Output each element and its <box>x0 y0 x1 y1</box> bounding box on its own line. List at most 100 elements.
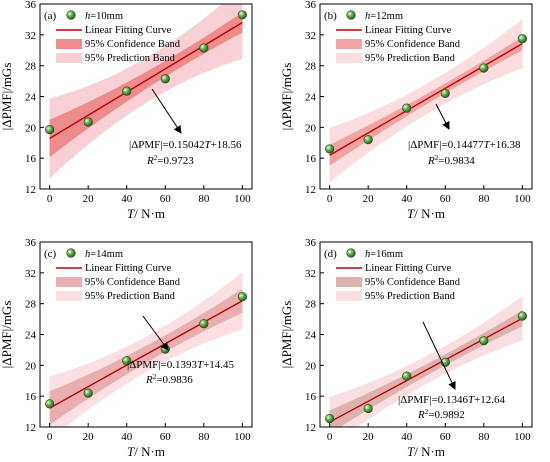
fit-line <box>49 21 243 140</box>
x-tick-label: 40 <box>401 431 413 443</box>
fit-line <box>329 317 523 423</box>
y-axis-label: |ΔPMF|/mGs <box>0 63 14 131</box>
y-tick-label: 36 <box>305 0 317 11</box>
confidence-band <box>329 310 523 427</box>
y-tick-label: 24 <box>25 330 37 342</box>
panel-label: (d) <box>324 248 337 260</box>
data-point <box>122 356 132 366</box>
fit-equation: |ΔPMF|=0.14477T+16.38 <box>408 139 521 151</box>
y-tick-label: 28 <box>25 299 37 311</box>
x-tick-label: 20 <box>83 431 95 443</box>
confidence-band <box>329 36 523 166</box>
y-tick-label: 16 <box>305 153 317 165</box>
x-tick-label: 40 <box>121 193 133 205</box>
y-tick-label: 36 <box>25 0 37 11</box>
y-tick-label: 32 <box>25 268 36 280</box>
x-tick-label: 0 <box>327 431 333 443</box>
y-tick-label: 20 <box>305 360 317 372</box>
r-squared: R2=0.9836 <box>145 373 193 386</box>
legend-prediction-label: 95% Prediction Band <box>85 291 176 302</box>
y-tick-label: 12 <box>305 422 316 434</box>
fit-equation: |ΔPMF|=0.1393T+14.45 <box>127 359 235 371</box>
x-tick-label: 60 <box>440 193 452 205</box>
legend-fit-label: Linear Fitting Curve <box>365 263 452 274</box>
data-point <box>199 319 209 329</box>
y-tick-label: 12 <box>25 422 36 434</box>
legend-confidence-swatch <box>336 277 362 287</box>
x-axis-label: T/ N·m <box>127 444 165 459</box>
y-tick-label: 24 <box>305 92 317 104</box>
y-axis-label: |ΔPMF|/mGs <box>0 301 14 369</box>
x-tick-label: 0 <box>327 193 333 205</box>
chart-panel: 0 20 40 60 80 100 12 16 20 24 28 32 36 T/ N·m |ΔPMF|/m… <box>0 0 253 221</box>
fit-line <box>329 43 523 156</box>
data-point <box>45 125 55 135</box>
x-tick-label: 0 <box>47 193 53 205</box>
y-tick-label: 32 <box>305 30 316 42</box>
y-tick-label: 28 <box>305 299 317 311</box>
data-point <box>83 388 93 398</box>
y-tick-label: 24 <box>25 92 37 104</box>
legend-fit-label: Linear Fitting Curve <box>365 25 452 36</box>
legend-confidence-label: 95% Confidence Band <box>365 39 461 50</box>
y-tick-label: 32 <box>25 30 36 42</box>
legend-points-label: h=12mm <box>365 11 403 22</box>
data-point <box>325 144 335 154</box>
data-point <box>325 413 335 424</box>
data-point <box>517 34 527 44</box>
y-axis-label: |ΔPMF|/mGs <box>279 301 294 369</box>
data-point <box>83 117 93 127</box>
data-point <box>517 311 527 321</box>
panel-label: (a) <box>44 10 57 22</box>
x-tick-label: 100 <box>234 431 251 443</box>
data-point <box>402 103 412 113</box>
annotation-arrow <box>435 103 450 130</box>
chart-panel: 0 20 40 60 80 100 12 16 20 24 28 32 36 T/ N·m |ΔPMF|/m… <box>0 237 253 459</box>
fit-line <box>49 300 243 409</box>
legend-confidence-swatch <box>56 277 82 287</box>
legend-prediction-swatch <box>56 53 82 63</box>
chart-panel: 0 20 40 60 80 100 12 16 20 24 28 32 36 T/ N·m |ΔPMF|/m… <box>279 0 533 221</box>
legend-point-marker <box>66 10 76 20</box>
legend-points-label: h=10mm <box>85 11 123 22</box>
fit-equation: |ΔPMF|=0.15042T+18.56 <box>129 139 242 151</box>
legend-prediction-swatch <box>336 53 362 63</box>
x-tick-label: 20 <box>83 193 95 205</box>
legend-prediction-label: 95% Prediction Band <box>365 291 456 302</box>
y-axis-label: |ΔPMF|/mGs <box>279 63 294 131</box>
y-tick-label: 36 <box>305 237 317 249</box>
x-tick-label: 100 <box>234 193 251 205</box>
x-tick-label: 80 <box>198 193 210 205</box>
x-tick-label: 40 <box>401 193 413 205</box>
data-point <box>122 86 132 96</box>
data-point <box>237 10 247 20</box>
legend-points-label: h=16mm <box>365 249 403 260</box>
x-tick-label: 60 <box>440 431 452 443</box>
y-tick-label: 28 <box>25 61 37 73</box>
legend-confidence-swatch <box>336 39 362 49</box>
y-tick-label: 20 <box>305 122 317 134</box>
data-point <box>160 74 170 84</box>
data-point <box>363 135 373 145</box>
x-axis-label: T/ N·m <box>407 444 445 459</box>
x-tick-label: 80 <box>478 193 490 205</box>
legend-fit-label: Linear Fitting Curve <box>85 263 172 274</box>
data-point <box>479 336 489 346</box>
panel-label: (b) <box>324 10 337 22</box>
legend-confidence-swatch <box>56 39 82 49</box>
data-point <box>199 43 209 53</box>
x-tick-label: 40 <box>121 431 133 443</box>
x-tick-label: 100 <box>514 193 531 205</box>
data-point <box>237 292 247 302</box>
x-axis-label: T/ N·m <box>127 206 165 221</box>
y-tick-label: 32 <box>305 268 316 280</box>
y-tick-label: 20 <box>25 360 37 372</box>
confidence-band <box>49 288 243 425</box>
legend-confidence-label: 95% Confidence Band <box>85 277 181 288</box>
y-tick-label: 12 <box>305 184 316 196</box>
data-point <box>440 88 450 99</box>
x-tick-label: 80 <box>478 431 490 443</box>
y-tick-label: 28 <box>305 61 317 73</box>
chart-panel: 0 20 40 60 80 100 12 16 20 24 28 32 36 T/ N·m |ΔPMF|/m… <box>279 237 533 459</box>
